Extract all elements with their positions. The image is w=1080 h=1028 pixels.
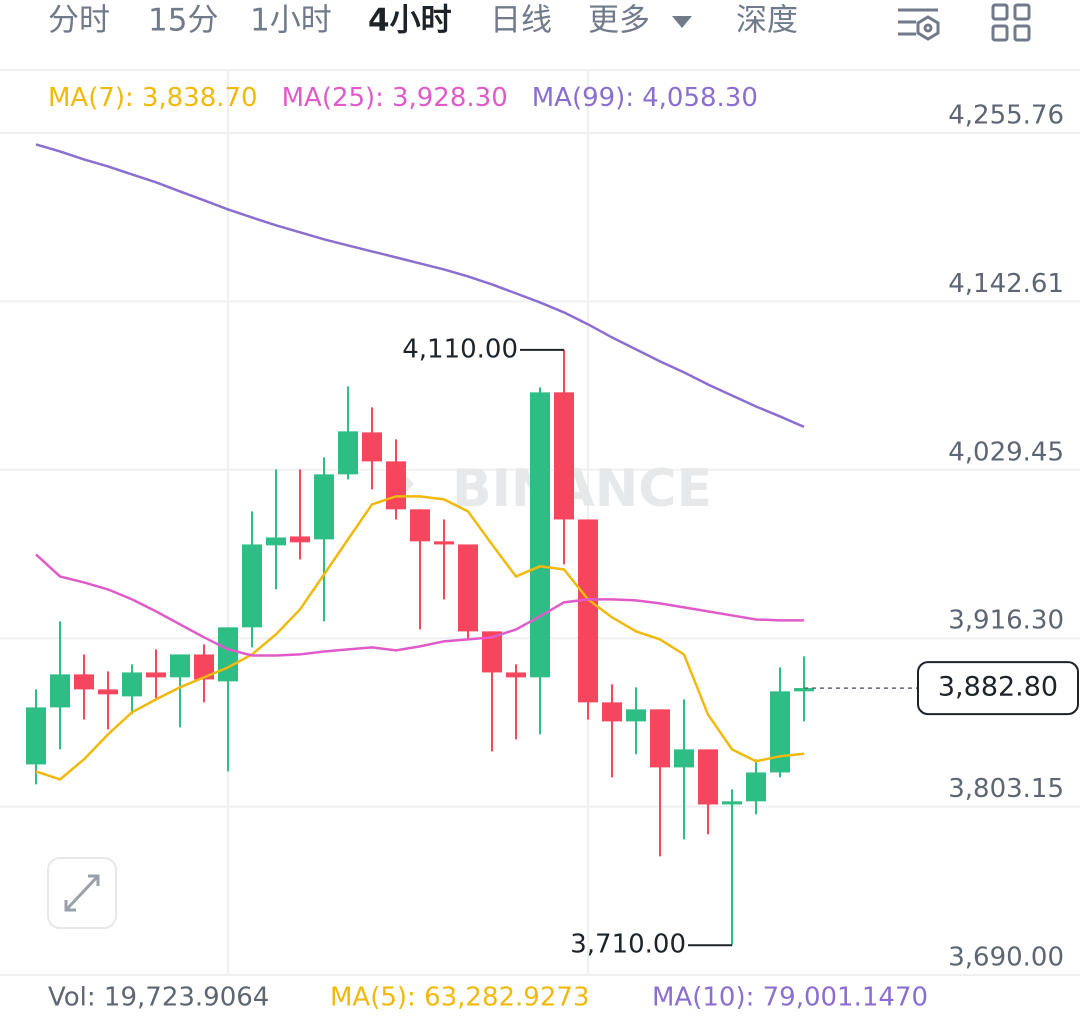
tab[interactable]: 1小时: [250, 3, 332, 39]
candle-body: [698, 749, 718, 805]
last-price-box: [917, 661, 1079, 716]
tab[interactable]: 深度: [736, 3, 798, 39]
watermark-text: BINANCE: [452, 459, 712, 519]
candle-body: [194, 654, 214, 680]
ma-line: [35, 143, 805, 429]
candle-body: [122, 672, 142, 697]
ma-legend-entry: MA(99): 4,058.30: [532, 83, 758, 113]
candle-body: [386, 461, 406, 510]
ma-name: MA(7):: [48, 83, 134, 113]
ma-value: 3,838.70: [142, 83, 258, 113]
candle-body: [458, 544, 478, 632]
candle-body: [530, 392, 550, 678]
ma-name: MA(25):: [282, 83, 384, 113]
y-tick-label: 4,255.76: [948, 101, 1064, 131]
candle-body: [434, 541, 454, 545]
settings-icon[interactable]: [898, 8, 940, 41]
y-tick-label: 4,142.61: [948, 269, 1064, 299]
candle-body: [602, 702, 622, 722]
extreme-label: 4,110.00: [402, 334, 518, 364]
candle-body: [362, 432, 382, 462]
y-tick-label: 3,690.00: [948, 943, 1064, 973]
tab[interactable]: 日线: [490, 3, 552, 39]
candle-body: [650, 709, 670, 768]
candle-body: [794, 688, 814, 692]
candle-body: [626, 709, 646, 722]
y-tick-label: 3,803.15: [948, 774, 1064, 804]
volume-ma10: MA(10): 79,001.1470: [652, 983, 928, 1013]
ma-value: 4,058.30: [642, 83, 758, 113]
candle-body: [770, 691, 790, 773]
candle-body: [242, 544, 262, 628]
ma-line: [35, 553, 804, 657]
expand-button[interactable]: [47, 857, 117, 929]
ma-legend-entry: MA(7): 3,838.70: [48, 83, 258, 113]
ma-value: 3,928.30: [392, 83, 508, 113]
volume-ma5: MA(5): 63,282.9273: [330, 983, 589, 1013]
grid: 4,255.76 4,142.61 4,029.45 3,916.30 3,803.15…: [0, 101, 1080, 976]
tab[interactable]: 分时: [48, 3, 110, 39]
candle-body: [578, 519, 598, 703]
candle-body: [554, 392, 574, 520]
candle-body: [674, 749, 694, 768]
tab[interactable]: 更多: [588, 3, 650, 39]
ma-legend: MA(7): 3,838.70 MA(25): 3,928.30 MA(99): 4,05…: [48, 83, 758, 113]
candle-body: [98, 689, 118, 695]
ma-name: MA(99):: [532, 83, 634, 113]
dropdown-arrow[interactable]: [672, 16, 692, 28]
tab[interactable]: 4小时: [368, 3, 452, 39]
candle-body: [338, 431, 358, 475]
candle-body: [266, 537, 286, 546]
candle-body: [170, 654, 190, 678]
candle-body: [722, 801, 742, 805]
volume-label: Vol: 19,723.9064: [48, 983, 269, 1013]
tab-bar: 分时 15分 1小时 4小时 日线 更多 深度: [48, 3, 798, 39]
candle-body: [314, 474, 334, 540]
candle-body: [290, 536, 310, 543]
tab[interactable]: 15分: [148, 3, 218, 39]
candle-body: [74, 674, 94, 690]
candle-body: [50, 674, 70, 708]
y-tick-label: 4,029.45: [948, 437, 1064, 467]
plot-area: 4,110.00 3,710.00 3,882.80: [26, 143, 1079, 960]
candle-body: [26, 707, 46, 765]
candle-body: [146, 672, 166, 678]
candle-body: [506, 672, 526, 678]
ma-legend-entry: MA(25): 3,928.30: [282, 83, 508, 113]
candle-body: [410, 509, 430, 542]
candle-body: [218, 627, 238, 682]
extreme-label: 3,710.00: [570, 930, 686, 960]
layout-icon[interactable]: [991, 3, 1031, 42]
candle-body: [482, 631, 502, 673]
last-price-label: 3,882.80: [938, 672, 1058, 703]
ma-line: [35, 495, 805, 781]
y-tick-label: 3,916.30: [948, 606, 1064, 636]
candle-body: [746, 772, 766, 802]
